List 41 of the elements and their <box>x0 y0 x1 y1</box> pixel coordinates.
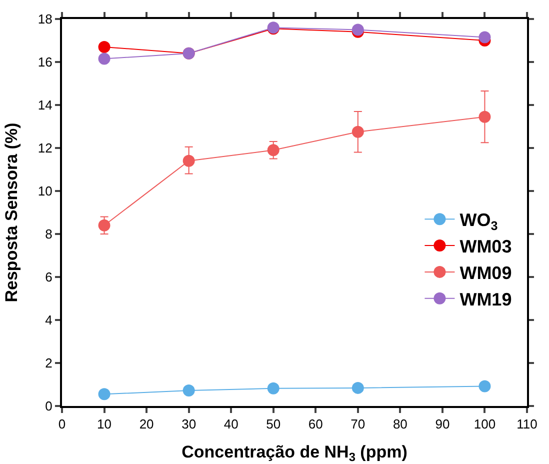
x-axis-title: Concentração de NH$_{3}$ (ppm) <box>182 442 408 464</box>
x-tick-label: 90 <box>435 416 450 432</box>
x-tick-label: 10 <box>97 416 112 432</box>
legend-label: WM09 <box>460 262 512 283</box>
x-tick-label: 60 <box>308 416 323 432</box>
point <box>98 388 110 400</box>
x-tick-label: 20 <box>139 416 154 432</box>
y-tick-label: 4 <box>45 312 52 328</box>
y-tick-label: 0 <box>45 398 52 414</box>
y-tick-label: 2 <box>45 356 52 371</box>
point <box>478 31 491 44</box>
point <box>478 380 491 392</box>
y-tick-label: 16 <box>38 54 52 70</box>
point <box>182 384 195 397</box>
y-tick-label: 10 <box>38 184 52 199</box>
y-tick-label: 6 <box>45 270 52 285</box>
point <box>182 154 195 167</box>
x-tick-label: 100 <box>474 416 496 432</box>
legend-label: WM19 <box>460 289 512 310</box>
x-tick-label: 70 <box>350 416 366 432</box>
x-tick-label: 0 <box>58 416 66 432</box>
point <box>352 126 364 138</box>
legend-label: WO$_{3}$ <box>460 210 498 233</box>
point <box>352 382 364 394</box>
y-tick-label: 18 <box>38 12 52 27</box>
y-tick-label: 14 <box>38 98 52 113</box>
y-tick-label: 12 <box>38 140 52 156</box>
x-tick-label: 30 <box>182 416 196 432</box>
legend-label: WM03 <box>460 236 512 257</box>
x-tick-label: 40 <box>224 416 238 432</box>
point <box>267 382 280 394</box>
point <box>267 144 280 156</box>
point <box>98 52 110 65</box>
y-axis-title: Resposta Sensora (%) <box>2 122 21 302</box>
y-tick-label: 8 <box>45 226 52 242</box>
point <box>478 110 491 123</box>
point <box>98 219 110 232</box>
x-tick-label: 50 <box>266 416 281 432</box>
point <box>98 40 110 53</box>
x-tick-label: 110 <box>516 416 538 432</box>
x-tick-label: 80 <box>392 416 408 432</box>
